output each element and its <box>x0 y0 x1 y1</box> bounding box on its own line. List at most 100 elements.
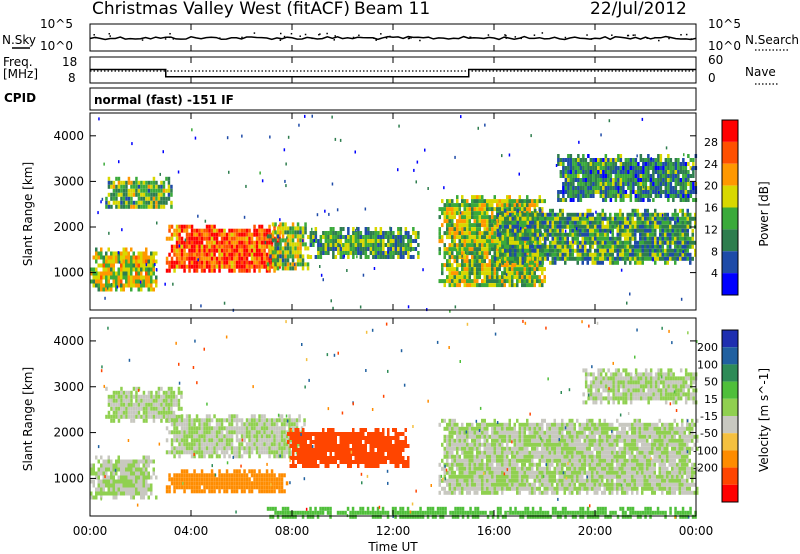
nsearch-point <box>358 34 360 37</box>
heatmap-cell <box>230 438 234 443</box>
heatmap-cell <box>526 263 529 268</box>
heatmap-cell <box>170 188 173 193</box>
heatmap-cell <box>372 251 375 255</box>
heatmap-cell <box>466 271 469 276</box>
scatter-point <box>110 283 113 286</box>
heatmap-cell <box>389 235 393 239</box>
heatmap-cell <box>501 283 504 288</box>
heatmap-cell <box>117 275 120 280</box>
heatmap-cell <box>269 254 272 259</box>
heatmap-cell <box>253 477 256 482</box>
heatmap-cell <box>172 390 176 395</box>
heatmap-cell <box>639 224 642 229</box>
heatmap-cell <box>641 216 644 221</box>
heatmap-cell <box>233 228 236 233</box>
heatmap-cell <box>268 430 271 435</box>
heatmap-cell <box>511 244 514 249</box>
heatmap-cell <box>521 207 524 212</box>
heatmap-cell <box>609 178 613 182</box>
heatmap-cell <box>572 158 575 162</box>
heatmap-cell <box>599 252 602 257</box>
heatmap-cell <box>180 422 184 427</box>
heatmap-cell <box>188 430 191 435</box>
heatmap-cell <box>579 178 583 182</box>
heatmap-cell <box>228 442 231 447</box>
heatmap-cell <box>228 252 231 257</box>
heatmap-cell <box>631 216 634 221</box>
heatmap-cell <box>674 228 677 233</box>
heatmap-cell <box>142 398 146 403</box>
heatmap-cell <box>559 198 563 202</box>
heatmap-cell <box>215 422 219 427</box>
heatmap-cell <box>581 224 584 229</box>
heatmap-cell <box>621 216 624 221</box>
heatmap-cell <box>451 231 454 236</box>
heatmap-cell <box>92 279 95 284</box>
heatmap-cell <box>210 224 214 229</box>
heatmap-cell <box>498 199 501 204</box>
heatmap-cell <box>546 224 549 229</box>
heatmap-cell <box>218 454 221 459</box>
heatmap-cell <box>539 224 542 229</box>
heatmap-cell <box>601 212 604 217</box>
scatter-point <box>285 184 287 188</box>
heatmap-cell <box>584 232 587 237</box>
heatmap-cell <box>382 239 385 243</box>
heatmap-cell <box>175 256 179 261</box>
heatmap-cell <box>572 186 575 190</box>
heatmap-cell <box>268 481 271 486</box>
heatmap-cell <box>155 475 158 480</box>
heatmap-cell <box>102 459 105 464</box>
heatmap-cell <box>519 232 522 237</box>
heatmap-cell <box>379 251 383 255</box>
nsearch-point <box>658 39 660 42</box>
heatmap-cell <box>468 211 471 216</box>
heatmap-cell <box>458 251 461 256</box>
nsearch-point <box>311 37 313 40</box>
heatmap-cell <box>629 248 632 253</box>
heatmap-cell <box>614 244 617 249</box>
heatmap-cell <box>90 463 93 468</box>
heatmap-cell <box>463 267 466 272</box>
heatmap-cell <box>135 487 138 492</box>
heatmap-cell <box>652 158 655 162</box>
heatmap-cell <box>233 256 236 261</box>
heatmap-cell <box>584 248 587 253</box>
heatmap-cell <box>511 275 514 280</box>
heatmap-cell <box>228 414 231 419</box>
heatmap-cell <box>150 491 153 496</box>
heatmap-cell <box>488 271 491 276</box>
heatmap-cell <box>147 255 150 260</box>
heatmap-cell <box>273 489 276 494</box>
heatmap-cell <box>621 256 624 261</box>
heatmap-cell <box>609 198 613 202</box>
heatmap-cell <box>451 255 454 260</box>
heatmap-cell <box>453 211 456 216</box>
heatmap-cell <box>193 228 196 233</box>
heatmap-cell <box>611 224 614 229</box>
colorbar-swatch <box>722 207 738 230</box>
heatmap-cell <box>117 259 120 264</box>
heatmap-cell <box>559 170 563 174</box>
heatmap-cell <box>235 469 239 474</box>
heatmap-cell <box>677 166 680 170</box>
heatmap-cell <box>609 190 613 194</box>
heatmap-cell <box>250 485 254 490</box>
heatmap-cell <box>122 491 125 496</box>
heatmap-cell <box>501 248 504 253</box>
heatmap-cell <box>639 236 642 241</box>
heatmap-cell <box>463 211 466 216</box>
heatmap-cell <box>476 259 479 264</box>
scatter-point <box>223 301 226 305</box>
heatmap-cell <box>471 247 474 252</box>
heatmap-cell <box>644 220 647 225</box>
heatmap-cell <box>299 258 302 263</box>
cpid-panel-frame <box>89 87 697 111</box>
heatmap-cell <box>173 477 176 482</box>
heatmap-cell <box>514 232 517 237</box>
heatmap-cell <box>185 256 189 261</box>
heatmap-cell <box>178 434 181 439</box>
heatmap-cell <box>160 204 163 209</box>
heatmap-cell <box>145 475 148 480</box>
heatmap-cell <box>571 216 574 221</box>
